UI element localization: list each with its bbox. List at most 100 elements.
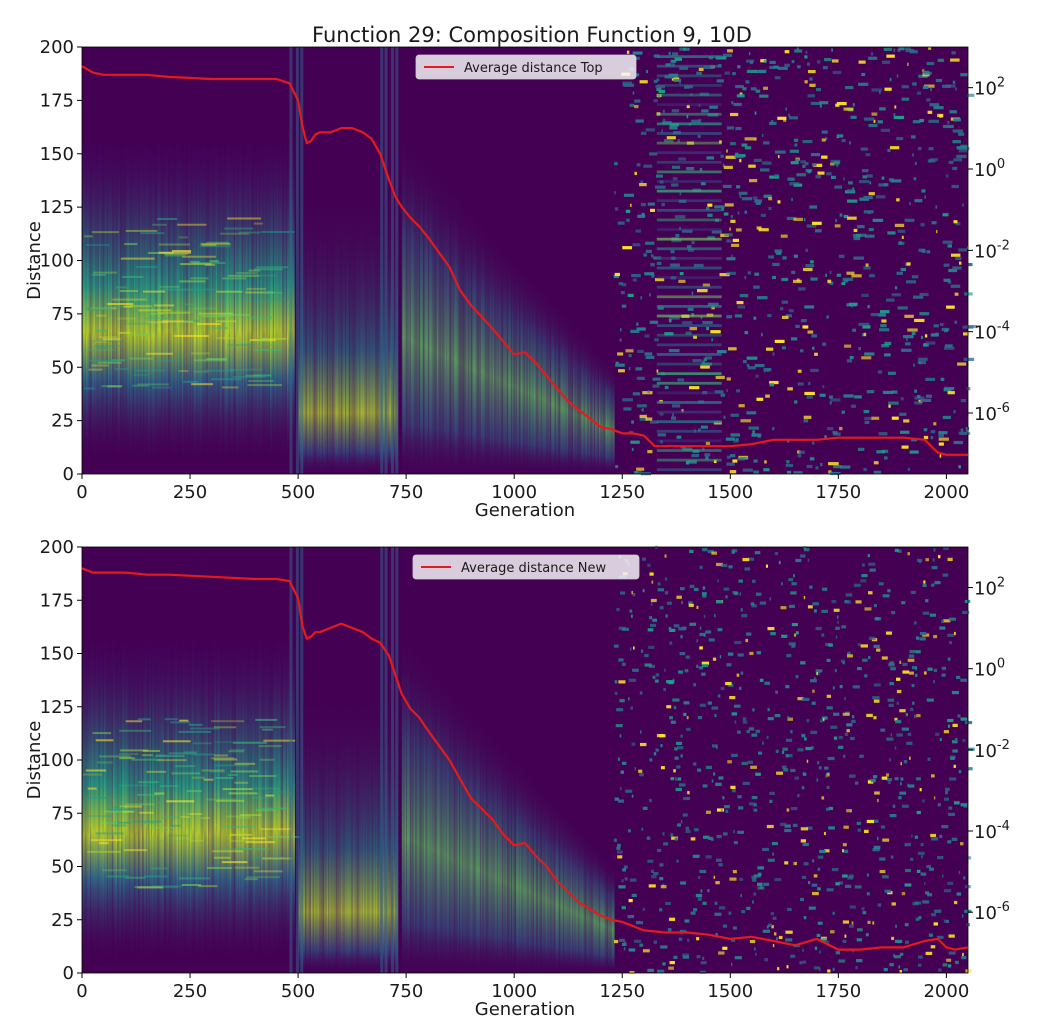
heatmap-segment [678, 199, 687, 203]
heatmap-segment [804, 737, 807, 741]
heatmap-segment [767, 627, 775, 631]
heatmap-column [137, 153, 140, 464]
heatmap-segment [763, 367, 772, 372]
heatmap-segment [686, 141, 695, 145]
heatmap-streak [206, 241, 229, 244]
heatmap-segment [753, 158, 762, 163]
heatmap-column [228, 143, 231, 454]
heatmap-segment [762, 847, 769, 852]
heatmap-segment [648, 664, 656, 668]
heatmap-streak [119, 729, 152, 732]
heatmap-column [96, 645, 98, 955]
heatmap-segment [734, 640, 742, 645]
heatmap-streak [191, 383, 213, 386]
heatmap-spike [380, 547, 384, 973]
heatmap-segment [613, 644, 619, 648]
heatmap-segment [884, 87, 892, 91]
heatmap-segment [636, 322, 639, 326]
heatmap-column [167, 145, 170, 455]
heatmap-segment [886, 737, 894, 741]
heatmap-column [254, 651, 257, 961]
heatmap-segment [734, 155, 744, 159]
heatmap-column [505, 746, 508, 973]
heatmap-segment [728, 911, 732, 915]
heatmap-segment [802, 842, 809, 847]
heatmap-spike [391, 47, 395, 474]
heatmap-segment [903, 760, 908, 764]
heatmap-column [84, 145, 87, 455]
heatmap-column [253, 150, 255, 461]
heatmap-segment [850, 115, 857, 119]
heatmap-column [445, 181, 448, 474]
heatmap-segment [947, 633, 955, 637]
heatmap-segment [771, 842, 778, 846]
heatmap-column [115, 144, 118, 455]
heatmap-column [104, 148, 106, 459]
heatmap-segment [847, 876, 854, 880]
heatmap-streak [259, 758, 275, 761]
heatmap-column [458, 195, 461, 474]
heatmap-column [320, 196, 322, 474]
heatmap-segment [753, 808, 758, 812]
heatmap-column [496, 736, 499, 973]
heatmap-column [87, 651, 89, 961]
heatmap-column [314, 196, 317, 474]
heatmap-segment [942, 573, 949, 577]
heatmap-streak [102, 338, 121, 341]
heatmap-segment [786, 470, 792, 475]
heatmap-streak [151, 885, 183, 888]
heatmap-column [390, 196, 392, 474]
heatmap-segment [900, 267, 906, 272]
heatmap-segment [890, 179, 902, 183]
heatmap-segment [717, 579, 719, 583]
heatmap-segment [632, 91, 635, 95]
heatmap-segment [614, 680, 618, 684]
heatmap-segment [742, 87, 747, 91]
heatmap-segment [771, 925, 774, 929]
heatmap-segment [776, 251, 782, 255]
heatmap-column [98, 141, 101, 452]
heatmap-segment [700, 315, 703, 320]
heatmap-band [656, 429, 722, 433]
heatmap-segment [705, 765, 713, 770]
heatmap-segment [639, 691, 643, 695]
heatmap-streak [84, 235, 93, 238]
heatmap-segment [769, 799, 773, 803]
heatmap-column [155, 646, 158, 956]
heatmap-column [234, 653, 237, 963]
heatmap-segment [662, 832, 665, 836]
heatmap-segment [806, 224, 817, 228]
heatmap-segment [627, 829, 631, 833]
heatmap-segment [933, 548, 936, 552]
heatmap-column [557, 804, 560, 973]
heatmap-segment [793, 471, 803, 475]
heatmap-segment [776, 937, 778, 941]
heatmap-streak [149, 312, 164, 315]
heatmap-segment [802, 139, 813, 144]
heatmap-column [588, 838, 591, 973]
heatmap-segment [881, 656, 888, 660]
heatmap-segment [865, 263, 869, 267]
heatmap-streak [230, 368, 263, 371]
heatmap-segment [660, 945, 668, 949]
x-tick-label: 1000 [491, 981, 537, 1002]
color-scale-tick-label: 10-2 [974, 738, 1010, 762]
heatmap-segment [718, 863, 723, 867]
heatmap-streak [240, 814, 262, 817]
heatmap-column [456, 192, 458, 475]
heatmap-column [117, 645, 119, 955]
heatmap-column [210, 144, 212, 455]
heatmap-segment [832, 911, 836, 915]
heatmap-segment [724, 71, 731, 75]
heatmap-segment [733, 840, 738, 845]
heatmap-segment [714, 390, 724, 394]
heatmap-segment [882, 60, 891, 64]
heatmap-column [414, 646, 417, 973]
heatmap-segment [852, 328, 856, 332]
heatmap-segment [727, 652, 734, 656]
heatmap-segment [951, 837, 958, 841]
heatmap-band [656, 64, 722, 68]
heatmap-segment [741, 197, 753, 201]
heatmap-segment [811, 163, 817, 167]
